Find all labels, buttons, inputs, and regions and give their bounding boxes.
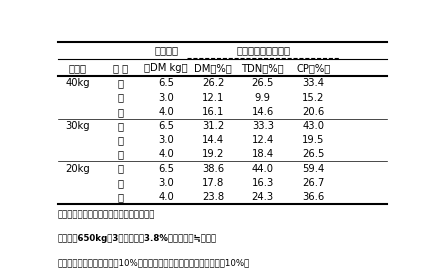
Text: 牛：体重650kg、3産、乳脂率3.8%　、採食量≒生産量: 牛：体重650kg、3産、乳脂率3.8% 、採食量≒生産量 [58,234,217,243]
Text: 19.5: 19.5 [302,135,325,145]
Text: 秋: 秋 [118,107,124,117]
Text: 33.3: 33.3 [252,121,274,131]
Text: 40kg: 40kg [66,78,90,88]
Text: 放牧による補正：維持量の10%増、　夏期暑熱に対する補正：維持量10%増: 放牧による補正：維持量の10%増、 夏期暑熱に対する補正：維持量10%増 [58,258,250,267]
Text: 16.1: 16.1 [202,107,224,117]
Text: 14.6: 14.6 [252,107,274,117]
Text: TDN（%）: TDN（%） [241,63,284,73]
Text: 31.2: 31.2 [202,121,224,131]
Text: 26.5: 26.5 [302,149,325,159]
Text: 44.0: 44.0 [252,164,274,173]
Text: 20kg: 20kg [66,164,90,173]
Text: 日採食量: 日採食量 [154,46,178,56]
Text: 20.6: 20.6 [302,107,324,117]
Text: 26.5: 26.5 [252,78,274,88]
Text: 秋: 秋 [118,192,124,202]
Text: 59.4: 59.4 [302,164,324,173]
Text: 33.4: 33.4 [302,78,324,88]
Text: 43.0: 43.0 [302,121,324,131]
Text: 6.5: 6.5 [158,164,174,173]
Text: 秋: 秋 [118,149,124,159]
Text: 12.4: 12.4 [252,135,274,145]
Text: 4.0: 4.0 [158,149,174,159]
Text: 23.8: 23.8 [202,192,224,202]
Text: 15.2: 15.2 [302,93,325,103]
Text: 夏: 夏 [118,93,124,103]
Text: 夏: 夏 [118,135,124,145]
Text: 38.6: 38.6 [202,164,224,173]
Text: 14.4: 14.4 [202,135,224,145]
Text: 24.3: 24.3 [252,192,274,202]
Text: 30kg: 30kg [66,121,90,131]
Text: 26.7: 26.7 [302,178,325,188]
Text: DM（%）: DM（%） [194,63,232,73]
Text: 12.1: 12.1 [202,93,224,103]
Text: 6.5: 6.5 [158,121,174,131]
Text: 19.2: 19.2 [202,149,224,159]
Text: （DM kg）: （DM kg） [144,63,188,73]
Text: CP（%）: CP（%） [296,63,330,73]
Text: 26.2: 26.2 [202,78,224,88]
Text: 3.0: 3.0 [158,93,174,103]
Text: 春: 春 [118,121,124,131]
Text: 季 節: 季 節 [113,63,128,73]
Text: 4.0: 4.0 [158,192,174,202]
Text: 18.4: 18.4 [252,149,274,159]
Text: 要求量に対する割合: 要求量に対する割合 [237,46,291,56]
Text: 4.0: 4.0 [158,107,174,117]
Text: 3.0: 3.0 [158,178,174,188]
Text: 春: 春 [118,164,124,173]
Text: 条件・補正（日本飼養標準・乳牛に準拠）: 条件・補正（日本飼養標準・乳牛に準拠） [58,210,155,219]
Text: 6.5: 6.5 [158,78,174,88]
Text: 36.6: 36.6 [302,192,324,202]
Text: 日乳量: 日乳量 [69,63,87,73]
Text: 3.0: 3.0 [158,135,174,145]
Text: 16.3: 16.3 [252,178,274,188]
Text: 夏: 夏 [118,178,124,188]
Text: 春: 春 [118,78,124,88]
Text: 17.8: 17.8 [202,178,224,188]
Text: 9.9: 9.9 [255,93,271,103]
